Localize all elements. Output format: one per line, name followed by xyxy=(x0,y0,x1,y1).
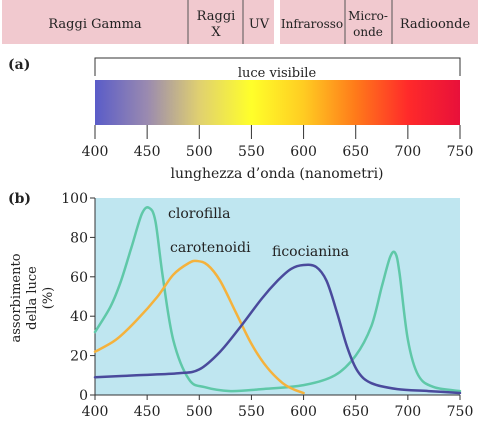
segment-microonde-line1: Micro- xyxy=(348,9,388,23)
segment-raggi-x-line2: X xyxy=(211,25,221,40)
panel-a-tick-label: 400 xyxy=(82,144,109,160)
y-axis-title-line3: (%) xyxy=(41,287,56,310)
series-label-clorofilla: clorofilla xyxy=(168,206,231,222)
panel-a-tick-label: 500 xyxy=(186,144,213,160)
panel-a-tick-label: 650 xyxy=(342,144,369,160)
y-axis-title-line2: della luce xyxy=(25,266,40,330)
segment-microonde-line2: onde xyxy=(353,25,383,39)
spectrum-left-block xyxy=(2,0,274,44)
y-tick-label: 40 xyxy=(70,309,88,325)
panel-b: (b) 0 20 40 60 80 100 400 450 500 550 600 650 700 750… xyxy=(8,191,473,420)
segment-raggi-x-line1: Raggi xyxy=(197,9,236,24)
x-tick-label: 500 xyxy=(186,404,213,420)
visible-spectrum-gradient xyxy=(95,80,460,125)
x-tick-label: 450 xyxy=(134,404,161,420)
panel-a-label: (a) xyxy=(8,57,30,73)
y-tick-label: 80 xyxy=(70,230,88,246)
plot-area xyxy=(95,198,460,395)
y-axis-title-line1: assorbimento xyxy=(9,253,24,342)
y-tick-label: 20 xyxy=(70,349,88,365)
x-tick-label: 700 xyxy=(394,404,421,420)
panel-a-tick-label: 450 xyxy=(134,144,161,160)
segment-raggi-gamma: Raggi Gamma xyxy=(48,17,142,32)
series-label-carotenoidi: carotenoidi xyxy=(170,240,251,256)
panel-a-ticks: 400 450 500 550 600 650 700 750 xyxy=(82,125,474,160)
segment-uv: UV xyxy=(249,17,270,32)
y-tick-label: 60 xyxy=(70,270,88,286)
absorption-curves xyxy=(93,206,462,395)
x-tick-label: 750 xyxy=(447,404,474,420)
x-tick-label: 400 xyxy=(82,404,109,420)
y-tick-label: 100 xyxy=(61,191,88,207)
curve-ficocianina xyxy=(93,263,462,395)
curve-clorofilla xyxy=(93,206,462,393)
segment-radioonde: Radioonde xyxy=(400,17,471,32)
panel-a-tick-label: 550 xyxy=(238,144,265,160)
x-tick-label: 600 xyxy=(290,404,317,420)
panel-b-label: (b) xyxy=(8,191,31,207)
spectrum-right-block xyxy=(280,0,478,44)
x-tick-label: 550 xyxy=(238,404,265,420)
panel-a-tick-label: 750 xyxy=(447,144,474,160)
panel-b-ticks: 0 20 40 60 80 100 400 450 500 550 600 650 700 750 xyxy=(61,191,473,420)
visible-label-bg xyxy=(232,63,324,81)
panel-a-tick-label: 700 xyxy=(394,144,421,160)
y-tick-label: 0 xyxy=(79,388,88,404)
visible-light-label: luce visibile xyxy=(238,66,317,81)
panel-a: (a) luce visibile 400 450 500 550 600 650 700 7… xyxy=(8,57,473,182)
series-label-ficocianina: ficocianina xyxy=(272,244,349,260)
visible-bracket xyxy=(94,57,461,76)
x-tick-label: 650 xyxy=(342,404,369,420)
panel-a-axis-title: lunghezza d’onda (nanometri) xyxy=(170,166,383,182)
curve-carotenoidi xyxy=(93,259,305,395)
spectrum-bar: Raggi Gamma Raggi X UV Infrarosso Micro-… xyxy=(2,0,478,44)
segment-infrarosso: Infrarosso xyxy=(281,17,343,31)
panel-a-tick-label: 600 xyxy=(290,144,317,160)
